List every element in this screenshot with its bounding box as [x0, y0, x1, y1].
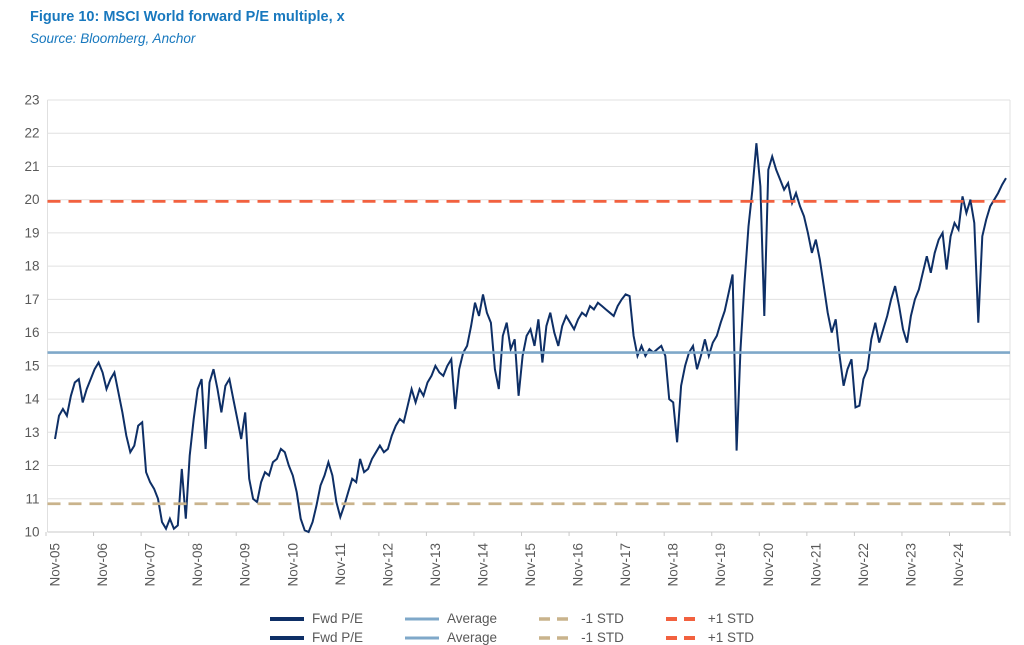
legend-swatch-line	[539, 616, 574, 621]
legend-label: Average	[447, 630, 498, 645]
legend-item-fwd-p-e: Fwd P/E	[270, 611, 363, 626]
x-tick-label: Nov-19	[713, 543, 728, 587]
legend-swatch-line	[405, 617, 440, 620]
figure-title: Figure 10: MSCI World forward P/E multip…	[30, 9, 345, 25]
legend-item--1-std: +1 STD	[665, 611, 754, 626]
x-tick-label: Nov-21	[808, 543, 823, 587]
x-tick-label: Nov-12	[380, 543, 395, 587]
y-tick-label: 21	[24, 159, 39, 174]
y-tick-label: 23	[24, 93, 39, 108]
y-tick-label: 11	[25, 491, 39, 506]
legend: Fwd P/E Average -1 STD +1 STD	[0, 611, 1024, 626]
y-tick-label: 18	[24, 259, 39, 274]
x-tick-label: Nov-23	[903, 543, 918, 587]
legend-label: -1 STD	[581, 611, 624, 626]
legend-label: +1 STD	[707, 611, 754, 626]
x-tick-label: Nov-06	[95, 543, 110, 587]
x-tick-label: Nov-09	[238, 543, 253, 587]
x-tick-label: Nov-11	[333, 543, 348, 586]
legend-item--1-std: +1 STD	[665, 630, 754, 645]
x-tick-label: Nov-13	[428, 543, 443, 587]
x-tick-label: Nov-10	[285, 543, 300, 587]
legend-label: Fwd P/E	[312, 630, 364, 645]
x-tick-label: Nov-07	[143, 543, 158, 587]
x-tick-label: Nov-24	[951, 543, 966, 587]
fwd-pe-line	[54, 143, 1007, 534]
x-tick-label: Nov-08	[190, 543, 205, 587]
legend-swatch-line	[665, 616, 700, 621]
legend-item-average: Average	[405, 630, 497, 645]
y-tick-label: 14	[24, 392, 40, 407]
legend-item--1-std: -1 STD	[539, 630, 624, 645]
x-tick-label: Nov-18	[666, 543, 681, 587]
x-tick-label: Nov-17	[618, 543, 633, 587]
y-tick-label: 19	[24, 225, 39, 240]
y-tick-label: 17	[24, 292, 39, 307]
x-tick-label: Nov-16	[571, 543, 586, 587]
y-tick-label: 10	[24, 525, 39, 540]
legend-item--1-std: -1 STD	[539, 611, 624, 626]
x-tick-label: Nov-14	[475, 543, 490, 587]
y-tick-label: 16	[24, 325, 39, 340]
x-tick-label: Nov-05	[48, 543, 63, 587]
y-tick-label: 13	[24, 425, 39, 440]
y-tick-label: 20	[24, 192, 39, 207]
y-tick-label: 12	[24, 458, 39, 473]
legend-label: Fwd P/E	[312, 611, 364, 626]
x-tick-label: Nov-20	[761, 543, 776, 587]
y-tick-label: 22	[24, 126, 39, 141]
x-tick-label: Nov-22	[856, 543, 871, 587]
figure-header: Figure 10: MSCI World forward P/E multip…	[30, 8, 345, 48]
legend-row-clipped: Fwd P/E Average -1 STD +1 STD	[0, 630, 1024, 645]
y-tick-label: 15	[24, 358, 39, 373]
legend-label: Average	[447, 611, 498, 626]
legend-item-average: Average	[405, 611, 497, 626]
x-tick-label: Nov-15	[523, 543, 538, 587]
figure-source: Source: Bloomberg, Anchor	[30, 30, 196, 46]
legend-item-fwd-p-e: Fwd P/E	[270, 630, 363, 645]
legend-label: -1 STD	[581, 630, 624, 645]
legend-label: +1 STD	[707, 630, 754, 645]
legend-swatch-line	[270, 616, 304, 621]
